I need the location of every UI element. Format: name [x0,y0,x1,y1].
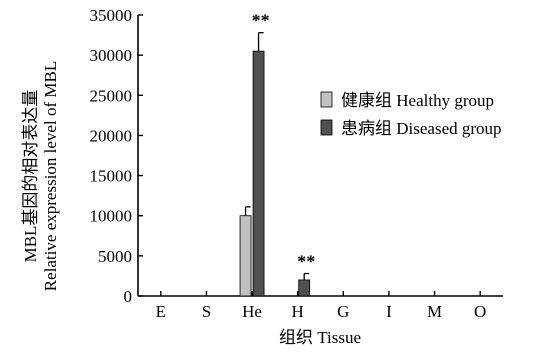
significance-annotation: ** [252,11,270,31]
y-axis-label-line-1: MBL基因的相对表达量 [21,90,40,263]
y-tick-label: 15000 [90,167,133,186]
significance-annotation: ** [297,252,315,272]
bar-diseased-H [298,279,311,297]
legend-swatch-diseased [320,119,333,136]
x-tick-label: He [242,302,262,321]
legend-label-diseased: 患病组 Diseased group [341,119,502,138]
x-axis-label: 组织 Tissue [279,328,361,347]
x-tick-label: M [427,302,442,321]
y-tick-label: 10000 [90,207,133,226]
y-tick-label: 0 [124,287,133,306]
y-axis-label-line-2: Relative expression level of MBL [41,61,60,291]
x-tick-label: O [474,302,486,321]
y-tick-label: 35000 [90,6,133,25]
y-tick-label: 25000 [90,86,133,105]
x-tick-label: G [337,302,349,321]
y-axis-label: MBL基因的相对表达量 Relative expression level of… [21,61,60,291]
legend-swatch-healthy [320,91,333,108]
x-tick-label: S [202,302,211,321]
y-tick-label: 20000 [90,126,133,145]
x-ticks: E S He H G I M O [156,291,486,321]
legend-label-healthy: 健康组 Healthy group [341,91,494,110]
x-tick-label: H [292,302,304,321]
y-tick-label: 30000 [90,46,133,65]
legend: 健康组 Healthy group 患病组 Diseased group [320,91,502,138]
bars: ** ** [239,11,315,297]
bar-healthy-He [239,215,252,297]
x-tick-label: E [156,302,166,321]
y-ticks: 0 5000 10000 15000 20000 25000 30000 35000 [90,6,143,306]
y-tick-label: 5000 [98,247,132,266]
bar-diseased-He [252,50,265,297]
x-tick-label: I [386,302,392,321]
